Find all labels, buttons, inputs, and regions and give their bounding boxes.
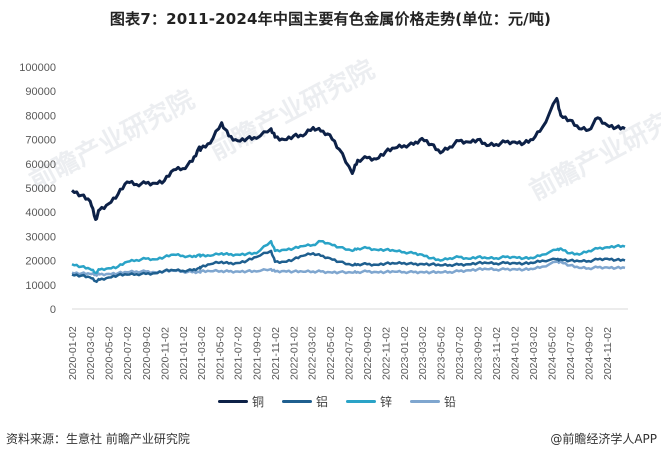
x-tick-label: 2021-09-02	[252, 326, 264, 380]
x-tick-label: 2023-09-02	[473, 326, 485, 380]
x-tick-label: 2020-03-02	[85, 326, 97, 380]
x-tick-label: 2021-11-02	[270, 327, 282, 380]
series-line-zinc	[71, 239, 626, 275]
x-tick-label: 2020-01-02	[67, 326, 79, 380]
y-tick-label: 90000	[25, 86, 56, 98]
legend-label: 锌	[380, 395, 393, 409]
x-axis: 2020-01-02 2020-03-02 2020-05-02 2020-07-02…	[67, 326, 614, 380]
line-chart: 0 10000 20000 30000 40000 50000 60000 70000 8000…	[19, 62, 628, 380]
legend: 铜铝锌铅	[218, 393, 456, 410]
x-tick-label: 2024-07-02	[565, 326, 577, 380]
x-tick-label: 2022-01-02	[289, 326, 301, 380]
legend-label: 铅	[444, 395, 457, 409]
series-line-copper	[70, 97, 626, 221]
x-tick-label: 2022-07-02	[343, 326, 355, 380]
y-tick-label: 70000	[25, 135, 56, 147]
plot-series	[70, 97, 626, 284]
x-tick-label: 2021-03-02	[196, 326, 208, 380]
x-tick-label: 2024-01-02	[510, 326, 522, 380]
x-tick-label: 2020-09-02	[141, 326, 153, 380]
y-tick-label: 80000	[25, 110, 56, 122]
x-tick-label: 2024-11-02	[602, 327, 614, 380]
y-tick-label: 10000	[25, 280, 56, 292]
x-tick-label: 2023-01-02	[399, 326, 411, 380]
y-tick-label: 50000	[25, 183, 56, 195]
x-tick-label: 2022-05-02	[325, 326, 337, 380]
y-tick-label: 30000	[25, 231, 56, 243]
x-tick-label: 2024-09-02	[584, 326, 596, 380]
x-tick-label: 2022-09-02	[362, 326, 374, 380]
x-tick-label: 2022-11-02	[381, 327, 393, 380]
series-line-aluminum	[71, 249, 626, 284]
y-tick-label: 100000	[19, 62, 56, 74]
x-tick-label: 2020-07-02	[122, 326, 134, 380]
x-tick-label: 2020-11-02	[159, 327, 171, 380]
x-tick-label: 2023-11-02	[491, 327, 503, 380]
x-tick-label: 2022-03-02	[306, 326, 318, 380]
x-tick-label: 2021-07-02	[233, 326, 245, 380]
credit-note: @前瞻经济学人APP	[550, 432, 657, 446]
legend-item-lead: 铅	[410, 393, 456, 410]
legend-item-zinc: 锌	[346, 393, 392, 410]
legend-swatch	[282, 400, 313, 403]
chart-title: 图表7：2011-2024年中国主要有色金属价格走势(单位：元/吨)	[109, 10, 552, 28]
x-tick-label: 2024-05-02	[546, 326, 558, 380]
x-tick-label: 2021-01-02	[178, 326, 190, 380]
x-tick-label: 2020-05-02	[104, 326, 116, 380]
x-tick-label: 2021-05-02	[214, 326, 226, 380]
x-tick-label: 2024-03-02	[528, 326, 540, 380]
legend-item-aluminum: 铝	[282, 393, 328, 410]
source-note: 资料来源：生意社 前瞻产业研究院	[6, 432, 190, 446]
y-tick-label: 60000	[25, 159, 56, 171]
legend-swatch	[410, 400, 441, 403]
x-tick-label: 2023-07-02	[454, 326, 466, 380]
x-tick-label: 2023-05-02	[435, 326, 447, 380]
legend-swatch	[346, 400, 377, 403]
y-tick-label: 20000	[25, 256, 56, 268]
y-tick-label: 0	[50, 304, 56, 316]
legend-label: 铜	[252, 395, 265, 409]
legend-swatch	[218, 400, 248, 403]
x-tick-label: 2023-03-02	[417, 326, 429, 380]
y-axis: 0 10000 20000 30000 40000 50000 60000 70000 8000…	[19, 62, 56, 316]
legend-item-copper: 铜	[218, 393, 264, 410]
legend-label: 铝	[316, 395, 329, 409]
y-tick-label: 40000	[25, 207, 56, 219]
